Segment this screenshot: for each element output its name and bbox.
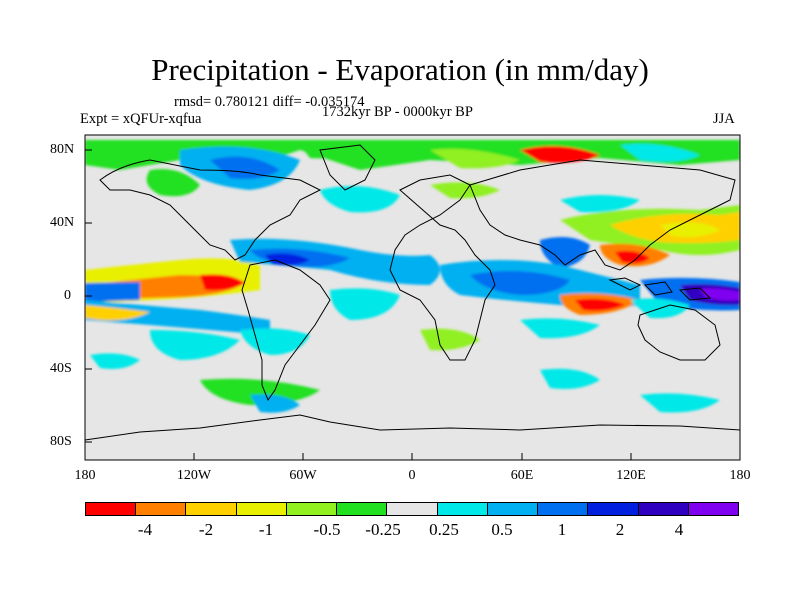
colorbar-swatch [638,503,689,515]
colorbar-label: 1 [557,520,567,539]
stats-text: rmsd= 0.780121 diff= -0.035174 [174,94,365,110]
x-tick-label: 120W [176,468,212,483]
colorbar-label: -1 [258,520,274,539]
y-tick-label: 80N [50,142,75,157]
experiment-label: Expt = xQFUr-xqfua [80,111,202,127]
coastlines [85,144,740,441]
axis-ticks [84,149,741,460]
colorbar-label: -4 [137,520,153,539]
field-patches [85,140,740,413]
colorbar-label: 4 [674,520,684,539]
colorbar-swatch [286,503,338,515]
colorbar-swatch [538,503,589,515]
colorbar-label: -2 [198,520,214,539]
colorbar-swatch [688,503,739,515]
colorbar-label: -0.25 [365,520,401,539]
x-tick-label: 60E [510,468,534,483]
x-tick-label: 60W [289,468,317,483]
colorbar-swatch [588,503,639,515]
x-tick-label: 180 [74,468,96,483]
x-tick-label: 120E [616,468,646,483]
colorbar-swatch [186,503,237,515]
period-text: 1732kyr BP - 0000kyr BP [322,104,473,120]
season-label: JJA [713,111,735,127]
colorbar-swatch [86,503,137,515]
colorbar-label: 0.5 [491,520,513,539]
colorbar [85,502,739,516]
chart-title: Precipitation - Evaporation (in mm/day) [151,52,649,87]
x-tick-label: 180 [729,468,751,483]
colorbar-swatch [236,503,287,515]
y-tick-label: 40S [50,361,72,376]
y-tick-label: 80S [50,434,72,449]
colorbar-label: 0.25 [429,520,459,539]
y-tick-label: 0 [64,288,71,303]
colorbar-swatch [437,503,488,515]
colorbar-swatch [387,503,438,515]
colorbar-label: 2 [615,520,625,539]
y-tick-label: 40N [50,215,75,230]
x-tick-label: 0 [408,468,416,483]
colorbar-label: -0.5 [313,520,341,539]
colorbar-swatch [337,503,388,515]
colorbar-swatch [136,503,187,515]
colorbar-swatch [487,503,539,515]
